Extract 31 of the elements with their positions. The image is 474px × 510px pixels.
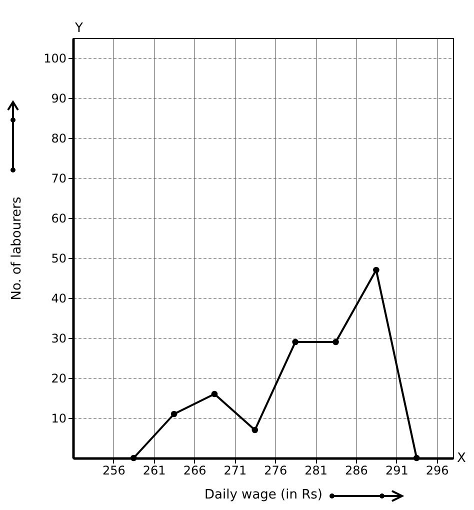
point xyxy=(292,338,298,346)
x-tick-label: 296 xyxy=(426,464,449,478)
point xyxy=(373,266,380,274)
y-tick-label: 20 xyxy=(51,372,66,386)
point xyxy=(211,390,218,398)
y-tick-label: 50 xyxy=(51,252,66,266)
y-tick-label: 60 xyxy=(51,212,66,226)
x-axis-title: Daily wage (in Rs) xyxy=(204,488,322,502)
y-tick-label: 100 xyxy=(44,52,66,66)
y-tick-label: 80 xyxy=(51,132,66,146)
y-tick-label: 40 xyxy=(51,292,66,306)
y-tick-label: 30 xyxy=(51,332,66,346)
point xyxy=(252,426,258,434)
point xyxy=(413,454,420,462)
y-axis-title: No. of labourers xyxy=(10,196,25,300)
x-tick-label: 266 xyxy=(183,464,206,478)
x-tick-label: 271 xyxy=(224,464,247,478)
x-tick-label: 291 xyxy=(385,464,408,478)
x-tick-label: 256 xyxy=(102,464,126,478)
point xyxy=(332,338,339,346)
text: Y xyxy=(74,21,83,36)
x-tick-label: 281 xyxy=(304,464,328,478)
x-tick-label: 276 xyxy=(264,464,288,478)
x-tick-label: 286 xyxy=(345,464,368,478)
point xyxy=(170,410,178,418)
x-tick-label: 261 xyxy=(142,464,166,478)
y-tick-label: 90 xyxy=(51,92,66,106)
text: X xyxy=(457,451,466,466)
point xyxy=(130,454,137,462)
y-tick-label: 10 xyxy=(51,412,66,426)
y-tick-label: 70 xyxy=(51,172,66,186)
